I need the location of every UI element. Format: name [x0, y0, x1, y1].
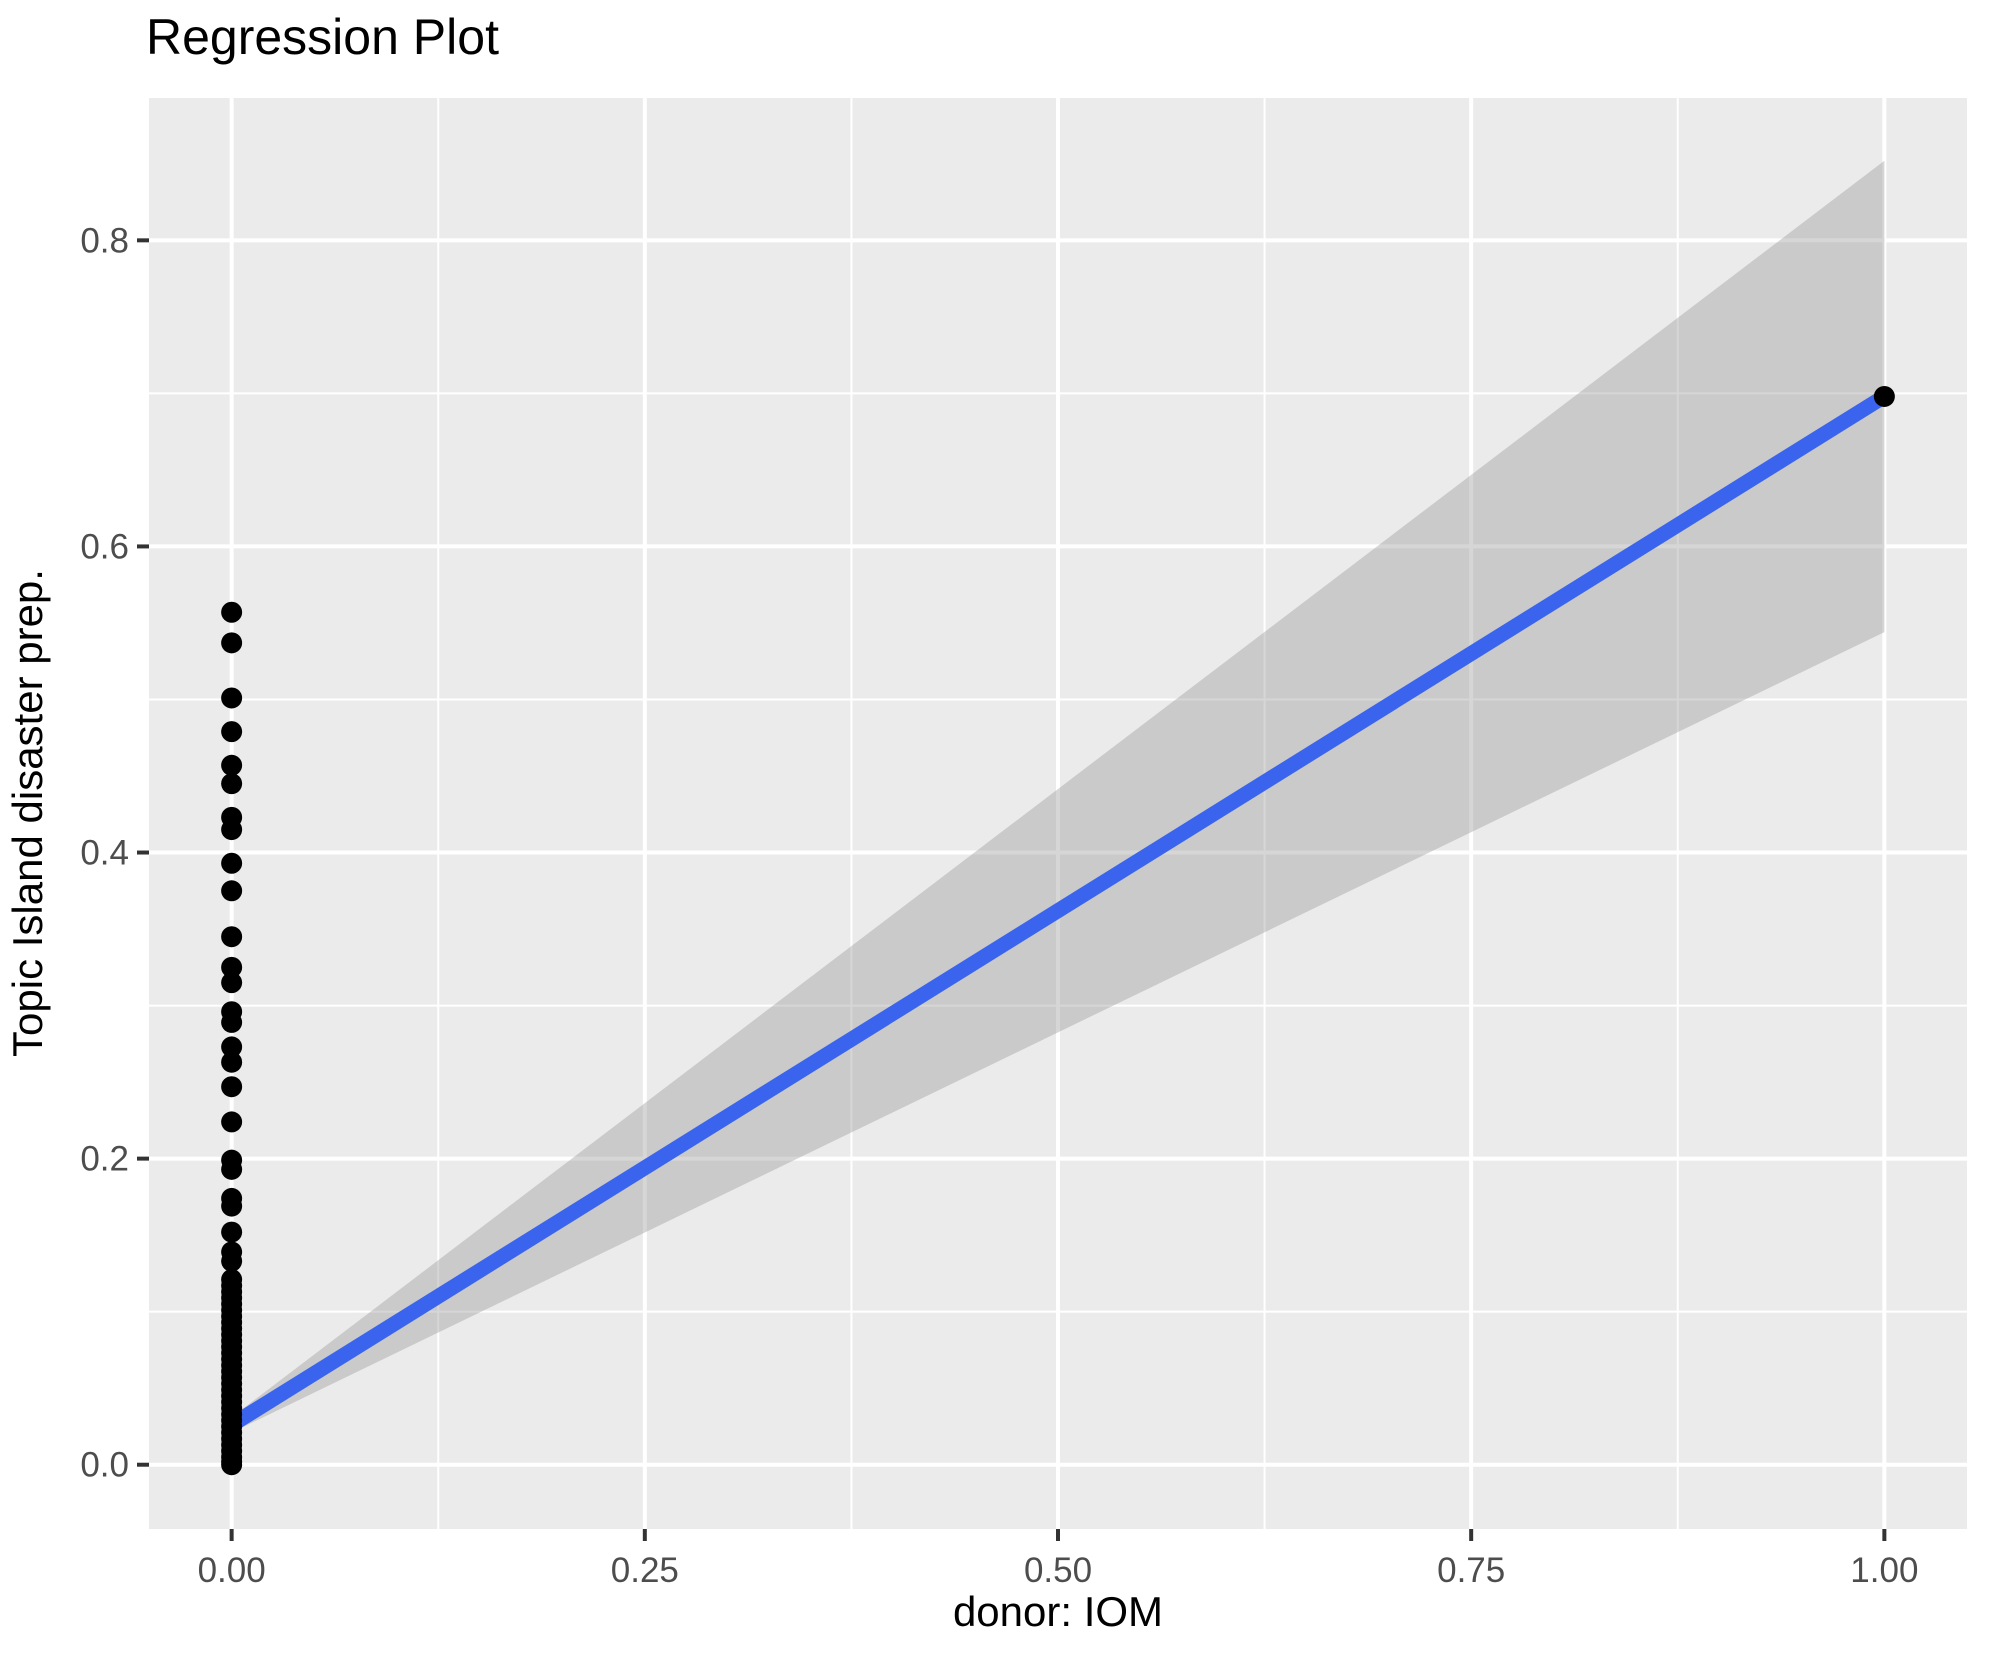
data-point: [221, 819, 243, 841]
data-point: [221, 926, 243, 948]
data-point: [221, 721, 243, 743]
x-axis-title: donor: IOM: [952, 1588, 1164, 1635]
y-tick-label: 0.0: [80, 1446, 129, 1485]
y-tick-label: 0.8: [80, 221, 129, 260]
x-tick-label: 0.50: [1024, 1551, 1092, 1590]
data-point: [221, 1454, 243, 1476]
data-point: [221, 632, 243, 654]
data-point: [221, 1051, 243, 1073]
x-tick-label: 0.00: [198, 1551, 266, 1590]
data-point: [221, 754, 243, 776]
plot-title: Regression Plot: [146, 9, 499, 65]
y-tick-label: 0.2: [80, 1140, 129, 1179]
data-point: [221, 1195, 243, 1217]
data-point: [221, 1076, 243, 1098]
data-point: [221, 1158, 243, 1180]
data-point: [221, 1111, 243, 1133]
data-point: [221, 1036, 243, 1058]
data-point: [221, 1221, 243, 1243]
data-point: [1873, 385, 1895, 407]
data-point: [221, 956, 243, 978]
data-point: [221, 880, 243, 902]
data-point: [221, 1250, 243, 1272]
x-tick-label: 1.00: [1850, 1551, 1918, 1590]
y-axis-title: Topic Island disaster prep.: [4, 569, 51, 1057]
data-point: [221, 687, 243, 709]
regression-line: [227, 390, 1889, 1432]
confidence-band: [231, 160, 1885, 1433]
y-tick-label: 0.6: [80, 527, 129, 566]
data-point: [221, 852, 243, 874]
y-tick-label: 0.4: [80, 834, 129, 873]
data-point: [221, 972, 243, 994]
data-point: [221, 601, 243, 623]
x-tick-label: 0.25: [611, 1551, 679, 1590]
data-point: [221, 1011, 243, 1033]
data-point: [221, 773, 243, 795]
x-tick-label: 0.75: [1437, 1551, 1505, 1590]
